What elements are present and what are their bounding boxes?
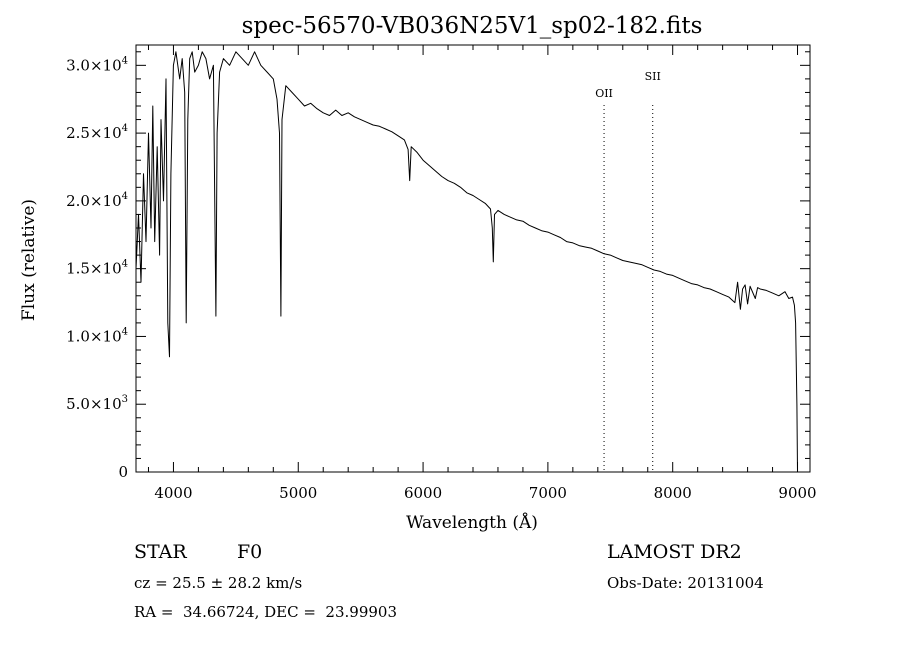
y-tick-label: 1.0×104 bbox=[66, 326, 128, 345]
spectrum-chart: spec-56570-VB036N25V1_sp02-182.fits OII S… bbox=[19, 13, 817, 533]
obs-date: Obs-Date: 20131004 bbox=[607, 574, 764, 592]
y-tick-label: 0 bbox=[118, 463, 128, 481]
x-tick-label: 6000 bbox=[404, 484, 442, 502]
y-axis-label: Flux (relative) bbox=[19, 199, 39, 321]
y-tick-label: 5.0×103 bbox=[66, 394, 128, 413]
y-axis-ticks: 0 5.0×103 1.0×104 1.5×104 2.0×104 2.5×104 3.0×… bbox=[66, 51, 810, 481]
y-tick-label: 3.0×104 bbox=[66, 55, 128, 74]
x-tick-label: 5000 bbox=[279, 484, 317, 502]
x-axis-label: Wavelength (Å) bbox=[406, 512, 538, 533]
survey-name: LAMOST DR2 bbox=[607, 541, 742, 563]
spectrum-line bbox=[135, 51, 798, 473]
redshift-readout: cz = 25.5 ± 28.2 km/s bbox=[134, 574, 303, 592]
x-tick-label: 9000 bbox=[778, 484, 816, 502]
x-tick-label: 7000 bbox=[529, 484, 567, 502]
y-tick-label: 2.5×104 bbox=[66, 123, 128, 142]
line-marker-label: OII bbox=[595, 87, 613, 100]
emission-line-markers: OII SII bbox=[595, 70, 661, 472]
plot-frame bbox=[135, 44, 811, 473]
y-tick-label: 1.5×104 bbox=[66, 259, 128, 278]
object-class: STAR bbox=[134, 541, 187, 563]
chart-title: spec-56570-VB036N25V1_sp02-182.fits bbox=[242, 13, 703, 39]
object-subclass: F0 bbox=[237, 541, 263, 563]
x-axis-ticks: 4000 5000 6000 7000 8000 9000 bbox=[147, 45, 817, 502]
x-tick-label: 8000 bbox=[654, 484, 692, 502]
coordinates: RA = 34.66724, DEC = 23.99903 bbox=[134, 603, 398, 621]
spectrum-series bbox=[135, 51, 798, 473]
y-tick-label: 2.0×104 bbox=[66, 191, 128, 210]
line-marker-label: SII bbox=[645, 70, 661, 83]
x-tick-label: 4000 bbox=[154, 484, 192, 502]
